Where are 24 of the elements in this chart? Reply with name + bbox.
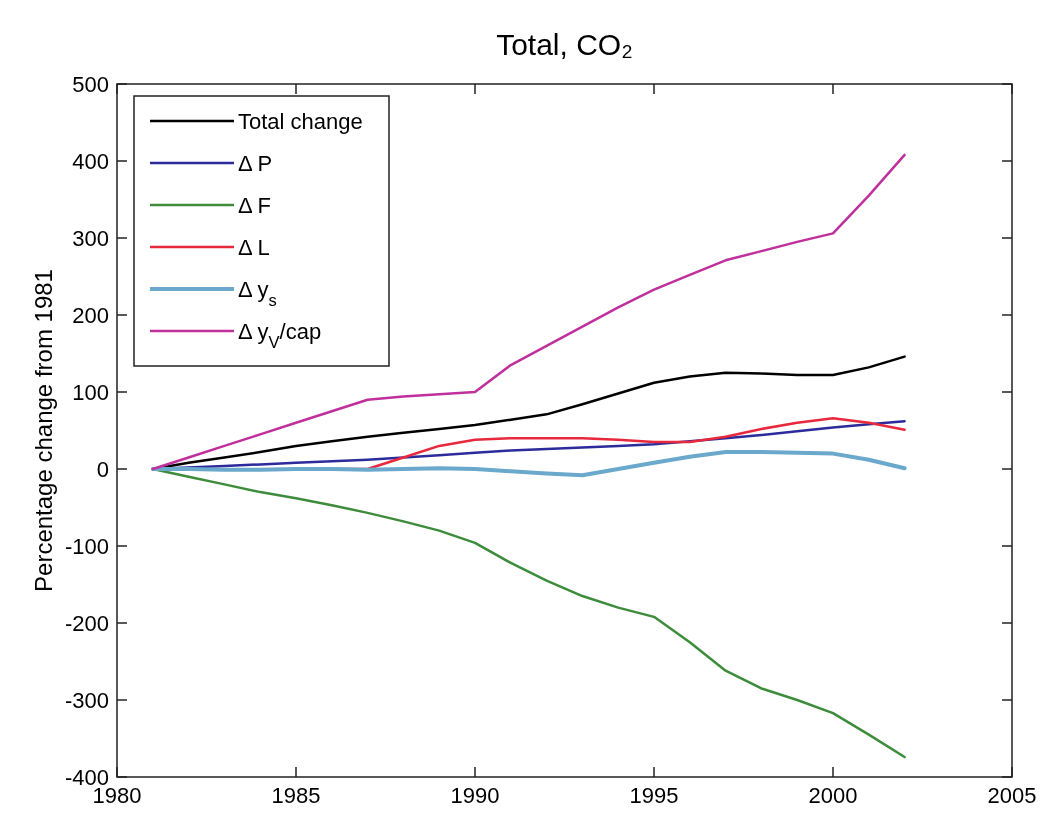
legend-label: Total change bbox=[238, 108, 363, 134]
line-series bbox=[151, 153, 906, 471]
x-tick-label: 1985 bbox=[271, 783, 321, 808]
y-tick-label: 200 bbox=[72, 302, 109, 328]
legend-label: Δ y$_{V}$/cap bbox=[238, 318, 322, 351]
legend-label: Δ y$_{s}$ bbox=[238, 276, 277, 309]
legend-label: Δ F bbox=[238, 192, 272, 218]
y-tick-label: 300 bbox=[72, 225, 109, 251]
y-tick-label: 400 bbox=[72, 148, 109, 174]
x-tick-label: 1995 bbox=[629, 783, 679, 808]
y-tick-label: 100 bbox=[72, 379, 109, 405]
y-tick-label: -300 bbox=[64, 687, 109, 713]
line-series bbox=[150, 450, 907, 478]
x-tick-label: 1990 bbox=[450, 783, 500, 808]
chart-title: Total, CO₂ bbox=[496, 28, 633, 61]
y-tick-label: -100 bbox=[64, 533, 109, 559]
legend-label: Δ L bbox=[238, 234, 270, 260]
legend-label: Δ P bbox=[238, 150, 273, 176]
y-tick-label: -200 bbox=[64, 610, 109, 636]
x-tick-label: 2005 bbox=[987, 783, 1037, 808]
y-tick-label: 500 bbox=[72, 71, 109, 97]
y-axis-title: Percentage change from 1981 bbox=[30, 269, 57, 592]
y-tick-label: 0 bbox=[96, 456, 109, 482]
x-tick-label: 2000 bbox=[808, 783, 858, 808]
